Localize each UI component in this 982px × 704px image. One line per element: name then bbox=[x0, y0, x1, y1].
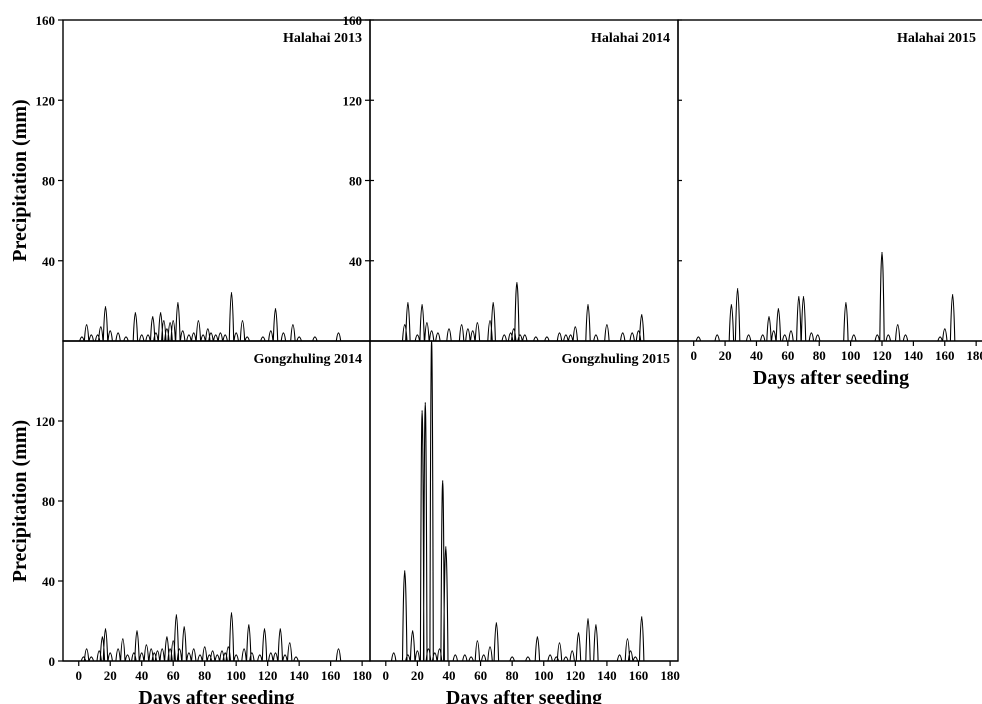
y-tick-label: 0 bbox=[49, 654, 56, 669]
y-tick-label: 120 bbox=[36, 93, 56, 108]
x-tick-label: 140 bbox=[904, 348, 924, 363]
x-tick-label: 80 bbox=[198, 668, 211, 683]
precipitation-series bbox=[79, 292, 342, 342]
x-tick-label: 60 bbox=[167, 668, 180, 683]
x-tick-label: 180 bbox=[352, 668, 372, 683]
x-tick-label: 20 bbox=[104, 668, 117, 683]
x-tick-label: 20 bbox=[719, 348, 732, 363]
panel-title: Gongzhuling 2015 bbox=[561, 352, 670, 367]
panel-frame bbox=[62, 19, 371, 342]
x-tick-label: 20 bbox=[411, 668, 424, 683]
panel-title: Gongzhuling 2014 bbox=[253, 352, 362, 367]
x-tick-label: 120 bbox=[566, 668, 586, 683]
x-tick-label: 100 bbox=[226, 668, 246, 683]
y-tick-label: 80 bbox=[42, 174, 55, 189]
y-tick-label: 80 bbox=[349, 174, 362, 189]
y-tick-label: 160 bbox=[36, 13, 56, 28]
x-tick-label: 140 bbox=[289, 668, 309, 683]
panel-frame bbox=[62, 340, 371, 662]
panel-title: Halahai 2014 bbox=[591, 31, 670, 46]
precipitation-series bbox=[390, 340, 645, 662]
x-tick-label: 160 bbox=[935, 348, 955, 363]
x-axis-title: Days after seeding bbox=[446, 687, 602, 704]
x-tick-label: 140 bbox=[597, 668, 617, 683]
y-axis-title: Precipitation (mm) bbox=[9, 420, 31, 582]
panel-title: Halahai 2013 bbox=[283, 31, 362, 46]
x-tick-label: 0 bbox=[383, 668, 390, 683]
x-tick-label: 100 bbox=[841, 348, 861, 363]
x-tick-label: 0 bbox=[75, 668, 82, 683]
x-tick-label: 180 bbox=[966, 348, 982, 363]
panel-frame bbox=[369, 340, 679, 662]
panel-frame bbox=[369, 19, 679, 342]
y-tick-label: 40 bbox=[42, 574, 55, 589]
x-tick-label: 160 bbox=[629, 668, 649, 683]
panel-title: Halahai 2015 bbox=[897, 31, 976, 46]
x-tick-label: 40 bbox=[135, 668, 148, 683]
x-tick-label: 40 bbox=[750, 348, 763, 363]
x-tick-label: 60 bbox=[474, 668, 487, 683]
precipitation-series bbox=[401, 282, 645, 342]
x-tick-label: 120 bbox=[872, 348, 892, 363]
x-tick-label: 40 bbox=[442, 668, 455, 683]
y-tick-label: 40 bbox=[42, 254, 55, 269]
panel-frame bbox=[677, 19, 982, 342]
y-tick-label: 80 bbox=[42, 494, 55, 509]
precipitation-series bbox=[80, 612, 342, 662]
y-tick-label: 120 bbox=[343, 93, 363, 108]
x-tick-label: 160 bbox=[321, 668, 341, 683]
x-tick-label: 60 bbox=[781, 348, 794, 363]
x-tick-label: 100 bbox=[534, 668, 554, 683]
x-tick-label: 0 bbox=[690, 348, 697, 363]
y-axis-title: Precipitation (mm) bbox=[9, 99, 31, 261]
x-tick-label: 80 bbox=[813, 348, 826, 363]
precipitation-series bbox=[695, 252, 956, 342]
x-tick-label: 180 bbox=[660, 668, 680, 683]
y-tick-label: 120 bbox=[36, 414, 56, 429]
x-tick-label: 80 bbox=[506, 668, 519, 683]
y-tick-label: 160 bbox=[343, 13, 363, 28]
y-tick-label: 40 bbox=[349, 254, 362, 269]
x-axis-title: Days after seeding bbox=[753, 367, 909, 389]
x-axis-title: Days after seeding bbox=[138, 687, 294, 704]
x-tick-label: 120 bbox=[258, 668, 278, 683]
